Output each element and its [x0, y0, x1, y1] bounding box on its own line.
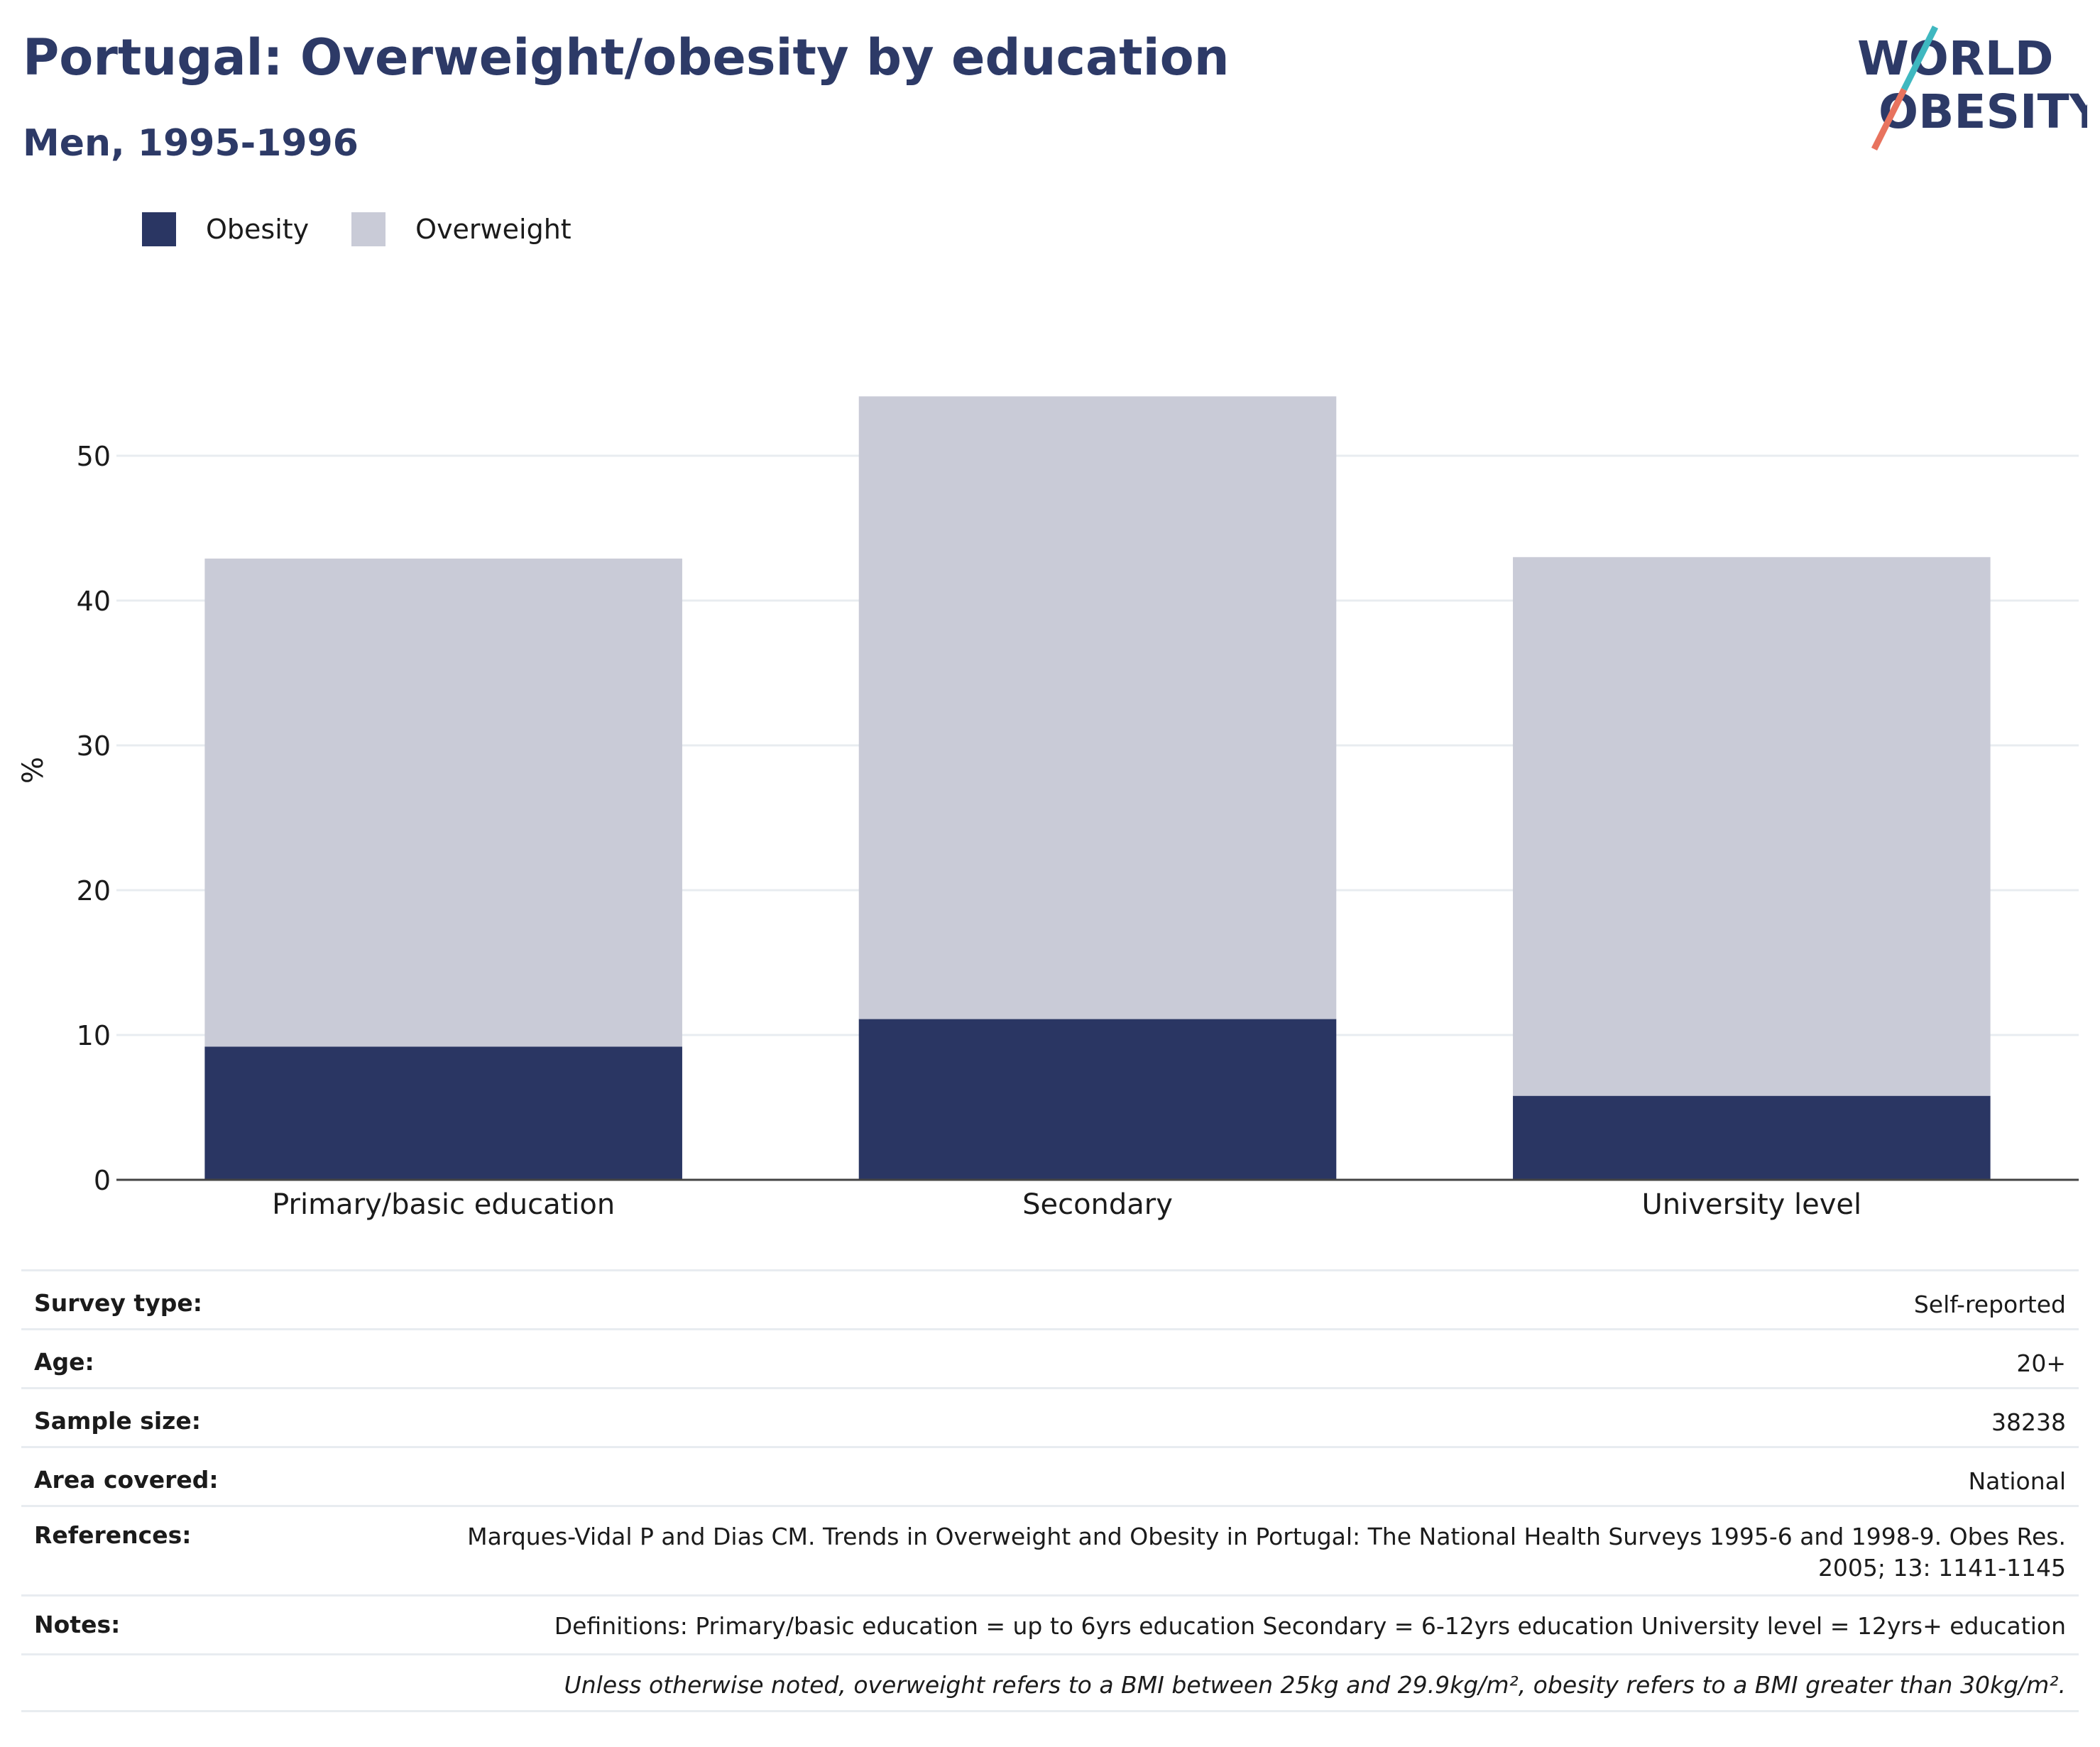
legend-label-obesity: Obesity — [206, 214, 310, 245]
x-tick-label: Secondary — [1022, 1188, 1173, 1221]
y-axis-label: % — [17, 757, 50, 784]
references-label: References: — [34, 1521, 192, 1549]
area-covered-value: National — [1968, 1467, 2066, 1495]
y-tick-label: 0 — [94, 1165, 111, 1196]
age-label: Age: — [34, 1348, 94, 1376]
y-tick-label: 10 — [77, 1020, 111, 1051]
logo-slash-coral — [1871, 87, 1908, 151]
notes-label: Notes: — [34, 1611, 121, 1638]
info-row-survey-type: Survey type: Self-reported — [21, 1269, 2079, 1328]
footnote-text: Unless otherwise noted, overweight refer… — [564, 1671, 2066, 1699]
legend-item-obesity[interactable]: Obesity — [142, 212, 309, 246]
area-covered-label: Area covered: — [34, 1466, 219, 1494]
bar-obesity-0[interactable] — [204, 1046, 682, 1180]
info-row-footnote: Unless otherwise noted, overweight refer… — [21, 1653, 2079, 1712]
bar-obesity-1[interactable] — [858, 1019, 1337, 1180]
legend-label-overweight: Overweight — [415, 214, 572, 245]
legend-swatch-overweight — [351, 212, 386, 246]
chart-subtitle: Men, 1995-1996 — [23, 122, 359, 165]
age-value: 20+ — [2016, 1349, 2066, 1377]
bar-overweight-1[interactable] — [858, 396, 1337, 1019]
info-row-sample-size: Sample size: 38238 — [21, 1387, 2079, 1446]
world-obesity-logo: WORLD OBESITY — [1857, 25, 2087, 151]
y-tick-label: 20 — [77, 875, 111, 907]
sample-size-value: 38238 — [1991, 1408, 2066, 1436]
info-row-area-covered: Area covered: National — [21, 1446, 2079, 1505]
survey-info-table: Survey type: Self-reported Age: 20+ Samp… — [21, 1269, 2079, 1712]
x-tick-labels: Primary/basic education Secondary Universi… — [272, 1188, 1861, 1221]
logo-line2: OBESITY — [1878, 84, 2087, 139]
info-row-age: Age: 20+ — [21, 1328, 2079, 1387]
legend-item-overweight[interactable]: Overweight — [351, 212, 572, 246]
survey-type-label: Survey type: — [34, 1289, 202, 1317]
logo-slash-teal — [1901, 25, 1939, 92]
y-tick-labels: 0 10 20 30 40 50 — [77, 441, 111, 1196]
notes-value: Definitions: Primary/basic education = u… — [554, 1612, 2066, 1640]
x-tick-label: University level — [1642, 1188, 1862, 1221]
logo-line1: WORLD — [1857, 31, 2054, 86]
bar-obesity-2[interactable] — [1513, 1095, 1991, 1180]
bar-overweight-2[interactable] — [1513, 557, 1991, 1096]
chart-legend: Obesity Overweight — [142, 209, 614, 249]
bar-chart: 0 10 20 30 40 50 Primary/basic education Secon… — [17, 396, 2079, 1221]
bar-overweight-0[interactable] — [204, 558, 682, 1047]
bars — [204, 396, 1991, 1180]
y-tick-label: 30 — [77, 730, 111, 762]
sample-size-label: Sample size: — [34, 1407, 201, 1435]
y-tick-label: 50 — [77, 441, 111, 472]
legend-swatch-obesity — [142, 212, 176, 246]
info-row-references: References: Marques-Vidal P and Dias CM.… — [21, 1505, 2079, 1594]
references-value: Marques-Vidal P and Dias CM. Trends in O… — [467, 1523, 2066, 1582]
info-row-notes: Notes: Definitions: Primary/basic educat… — [21, 1594, 2079, 1653]
survey-type-value: Self-reported — [1913, 1291, 2066, 1318]
x-tick-label: Primary/basic education — [272, 1188, 615, 1221]
chart-title: Portugal: Overweight/obesity by educatio… — [23, 28, 1230, 87]
y-tick-label: 40 — [77, 586, 111, 617]
